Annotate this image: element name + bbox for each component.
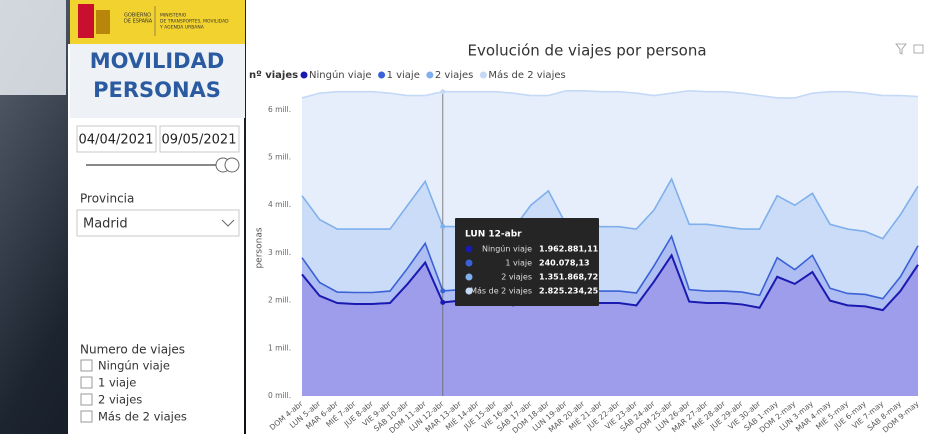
panel-title: MOVILIDAD	[90, 49, 225, 73]
date-input[interactable]	[159, 125, 240, 153]
legend-marker	[426, 71, 434, 79]
area-fill	[302, 90, 918, 239]
logo-text: GOBIERNO	[124, 13, 151, 19]
y-tick-label: 4 mill.	[268, 200, 291, 209]
tooltip-marker	[465, 259, 473, 267]
title-box	[70, 44, 245, 118]
legend-label: 2 viajes	[435, 70, 474, 81]
chart-title: Evolución de viajes por persona	[467, 42, 706, 60]
tooltip-marker	[465, 273, 473, 281]
date-to: 09/05/2021	[162, 133, 237, 148]
y-tick-label: 0 mill.	[268, 391, 291, 400]
tooltip-name: Más de 2 viajes	[470, 287, 532, 296]
hover-point	[440, 299, 446, 305]
province-value: Madrid	[83, 217, 128, 232]
tooltip-marker	[465, 287, 473, 295]
plot: 0 mill. 1 mill. 2 mill. 3 mill. 4 mill. 5 mil…	[268, 69, 921, 435]
province-dropdown[interactable]	[76, 209, 240, 237]
y-tick-label: 1 mill.	[268, 343, 291, 352]
date-input[interactable]	[76, 125, 157, 153]
tooltip-value: 240.078,13	[539, 259, 590, 268]
logo-text: DE ESPAÑA	[124, 18, 153, 25]
tooltip-value: 1.351.868,72	[539, 273, 598, 282]
tooltip-name: 1 viaje	[505, 259, 532, 268]
tooltip-name: 2 viajes	[501, 273, 532, 282]
filter-icon[interactable]	[895, 43, 907, 55]
legend-marker	[300, 71, 308, 79]
tooltip-marker	[465, 245, 473, 253]
y-tick-label: 6 mill.	[268, 105, 291, 114]
y-tick-label: 5 mill.	[268, 153, 291, 162]
checkbox[interactable]	[80, 359, 93, 372]
hover-point	[440, 223, 446, 229]
legend-label: Ningún viaje	[309, 69, 372, 81]
logo-emblem	[96, 10, 110, 34]
logo-emblem	[78, 4, 94, 38]
tooltip-value: 2.825.234,25	[539, 287, 599, 296]
panel-title: PERSONAS	[93, 78, 221, 102]
legend-label: Más de 2 viajes	[488, 69, 565, 81]
checkbox-label: Ningún viaje	[98, 359, 170, 373]
tooltip-value: 1.962.881,11	[539, 245, 599, 254]
legend-marker	[378, 71, 386, 79]
tooltip	[455, 218, 599, 306]
y-tick-label: 2 mill.	[268, 296, 291, 305]
checkbox[interactable]	[80, 393, 93, 406]
y-tick-label: 3 mill.	[268, 248, 291, 257]
legend-label: 1 viaje	[387, 70, 420, 81]
checkbox-label: Más de 2 viajes	[98, 410, 187, 424]
province-label: Provincia	[80, 192, 134, 206]
focus-icon[interactable]	[913, 44, 924, 54]
y-axis-label: personas	[255, 227, 265, 268]
area-fill	[302, 255, 918, 396]
logo-text: MINISTERIO	[160, 13, 187, 19]
checklist: Ningún viaje 1 viaje 2 viajes Más de 2 viaj…	[80, 359, 187, 424]
tooltip-title: LUN 12-abr	[465, 230, 522, 240]
legend-marker	[479, 71, 487, 79]
thumbnail	[0, 0, 66, 95]
dropdown-arrow	[221, 219, 235, 227]
trips-label: Numero de viajes	[80, 343, 185, 357]
checkbox-label: 2 viajes	[98, 393, 142, 407]
area-line	[301, 177, 919, 240]
hover-point	[440, 89, 446, 95]
checkbox-label: 1 viaje	[98, 376, 136, 390]
area-line	[301, 89, 919, 99]
slider-handle[interactable]	[224, 157, 240, 173]
checkbox[interactable]	[80, 410, 93, 423]
tooltip-name: Ningún viaje	[482, 245, 532, 254]
area-line	[301, 253, 919, 312]
legend-title: nº viajes	[249, 70, 298, 81]
date-from: 04/04/2021	[79, 133, 154, 148]
hover-point	[440, 288, 446, 294]
logo-text: Y AGENDA URBANA	[159, 25, 205, 31]
checkbox[interactable]	[80, 376, 93, 389]
area-line	[301, 234, 919, 300]
logo-text: DE TRANSPORTES, MOVILIDAD	[160, 19, 229, 25]
